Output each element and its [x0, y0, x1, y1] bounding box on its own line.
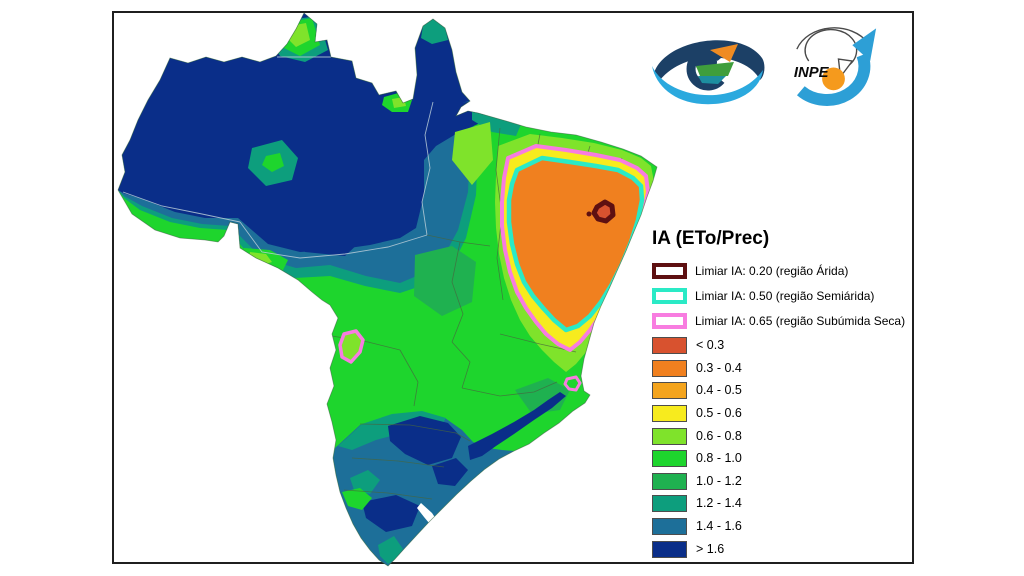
eye-teal-wedge — [698, 76, 726, 84]
class-swatch — [652, 381, 687, 399]
region-amazon-navy — [118, 13, 424, 252]
class-swatch — [652, 404, 687, 422]
cemaden-eye-logo — [652, 40, 765, 105]
legend-threshold-row-arida: Limiar IA: 0.20 (região Árida) — [652, 262, 848, 280]
legend-title: IA (ETo/Prec) — [652, 228, 770, 249]
eye-top-lid — [654, 40, 765, 80]
threshold-label-semiarida: Limiar IA: 0.50 (região Semiárida) — [695, 289, 875, 303]
brazil-outline — [117, 12, 658, 567]
threshold-label-arida: Limiar IA: 0.20 (região Árida) — [695, 264, 849, 278]
threshold-label-subumida: Limiar IA: 0.65 (região Subúmida Seca) — [695, 314, 906, 328]
legend-class-row: 0.6 - 0.8 — [652, 427, 742, 445]
inpe-outline-arc-outer — [796, 27, 869, 50]
class-swatch — [652, 427, 687, 445]
legend-class-row: 0.3 - 0.4 — [652, 359, 742, 377]
eye-orange-wedge — [710, 44, 738, 62]
region-south-navy-sc-coast — [432, 458, 468, 486]
state-borders-light — [122, 56, 434, 259]
region-rs-teal-west — [350, 470, 380, 494]
region-midgreen-central — [414, 246, 476, 316]
class-swatch — [652, 494, 687, 512]
class-label: 0.4 - 0.5 — [696, 383, 742, 397]
threshold-swatch-subumida — [652, 313, 687, 329]
region-midgreen-southeast — [515, 378, 570, 414]
legend-class-row: 1.4 - 1.6 — [652, 517, 742, 535]
class-label: 1.2 - 1.4 — [696, 496, 742, 510]
region-navy-sp-coast-strip — [468, 392, 566, 460]
inpe-orange-circle — [822, 67, 845, 91]
figure-frame — [112, 11, 914, 564]
class-label: 1.4 - 1.6 — [696, 519, 742, 533]
threshold-swatch-semiarida — [652, 288, 687, 304]
legend-class-row: > 1.6 — [652, 540, 724, 558]
region-south-navy-rs — [362, 495, 420, 532]
threshold-swatch-arida — [652, 263, 687, 279]
inpe-logo: INPE — [794, 27, 877, 106]
region-navy-tongue — [295, 224, 362, 256]
legend-threshold-row-semiarida: Limiar IA: 0.50 (região Semiárida) — [652, 287, 874, 305]
legend-threshold-row-subumida: Limiar IA: 0.65 (região Subúmida Seca) — [652, 312, 905, 330]
class-label: 1.0 - 1.2 — [696, 474, 742, 488]
contour-arid-020 — [591, 199, 616, 224]
legend-class-row: < 0.3 — [652, 336, 724, 354]
legend-class-row: 0.4 - 0.5 — [652, 381, 742, 399]
region-central-green-dot — [262, 153, 284, 172]
class-swatch — [652, 359, 687, 377]
inpe-outline-arc-inner — [804, 28, 858, 68]
region-navy-mouth — [413, 99, 488, 160]
class-label: 0.8 - 1.0 — [696, 451, 742, 465]
inpe-blue-arrow-arc — [796, 52, 871, 106]
class-swatch — [652, 336, 687, 354]
class-swatch — [652, 517, 687, 535]
eye-green-wedge — [696, 62, 734, 76]
legend-class-row: 0.5 - 0.6 — [652, 404, 742, 422]
legend: IA (ETo/Prec) Limiar IA: 0.20 (região Ár… — [652, 228, 914, 560]
region-lightgreen-west-patch — [452, 122, 493, 185]
region-south-navy-parana — [388, 416, 461, 465]
inpe-blue-arrowhead — [852, 28, 877, 62]
class-label: > 1.6 — [696, 542, 725, 556]
legend-class-row: 1.0 - 1.2 — [652, 472, 742, 490]
inpe-wordmark: INPE — [794, 65, 830, 81]
contour-arid-speck — [586, 211, 592, 217]
class-swatch — [652, 472, 687, 490]
contour-subhumid-es-dot — [563, 375, 582, 392]
region-rs-teal-tip — [378, 536, 403, 564]
class-swatch — [652, 540, 687, 558]
class-label: 0.6 - 0.8 — [696, 429, 742, 443]
class-label: < 0.3 — [696, 338, 725, 352]
legend-class-row: 0.8 - 1.0 — [652, 449, 742, 467]
class-label: 0.5 - 0.6 — [696, 406, 742, 420]
contour-subhumid-west-blob — [338, 329, 365, 364]
legend-class-row: 1.2 - 1.4 — [652, 494, 742, 512]
region-rs-green-tip — [342, 488, 372, 510]
class-swatch — [652, 449, 687, 467]
eye-bottom-lid — [652, 66, 763, 105]
class-label: 0.3 - 0.4 — [696, 361, 742, 375]
